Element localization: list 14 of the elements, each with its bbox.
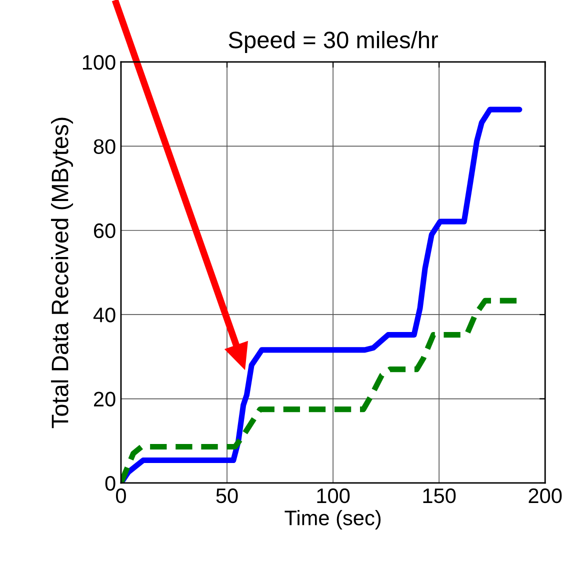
y-tick-label: 0 (105, 476, 116, 491)
y-tick-label: 20 (94, 392, 116, 407)
x-tick-label: 100 (317, 488, 350, 504)
x-tick-label: 200 (528, 488, 562, 504)
y-tick-label: 40 (93, 308, 116, 322)
x-tick-label: 50 (216, 488, 238, 504)
y-tick-label: 100 (82, 54, 116, 70)
y-tick-label: 80 (94, 139, 116, 154)
chart-title: Speed = 30 miles/hr (228, 30, 438, 53)
x-tick-label: 0 (116, 488, 126, 504)
x-tick-label: 150 (423, 488, 456, 504)
y-tick-label: 60 (94, 223, 116, 238)
x-axis-title: Time (sec) (284, 510, 381, 530)
y-axis-title: Total Data Received (MBytes) (51, 118, 74, 428)
